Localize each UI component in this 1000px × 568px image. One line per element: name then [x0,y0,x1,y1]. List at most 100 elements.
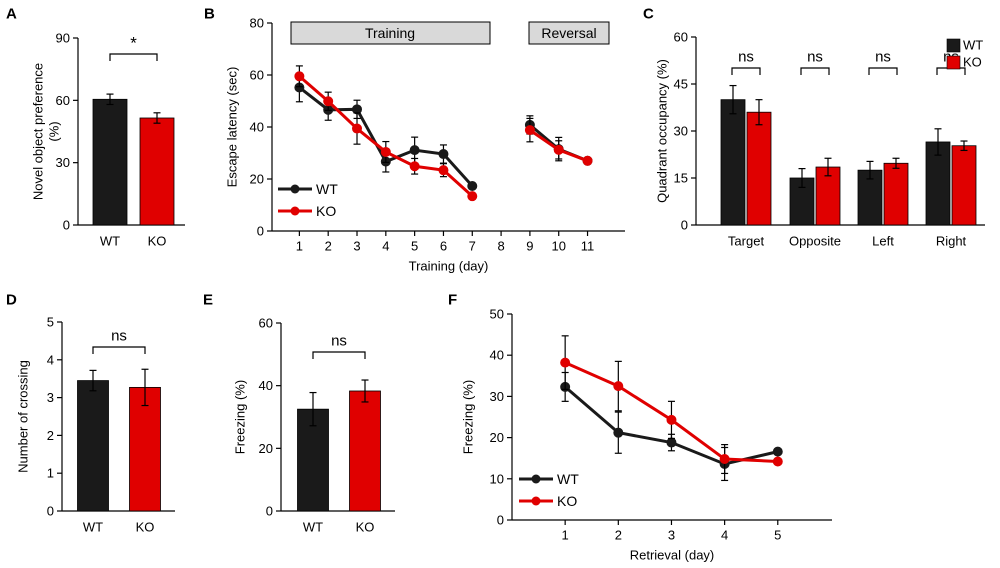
y-tick-label: 2 [47,428,54,443]
y-tick-label: 0 [63,218,70,233]
significance-bracket-left [868,67,898,75]
data-point-ko [524,125,535,136]
y-tick-label: 60 [250,68,264,83]
bar-target-ko [746,111,772,226]
y-axis-title: Freezing (%) [461,380,476,454]
y-tick-label: 45 [674,77,688,92]
x-tick-label: 4 [382,239,389,254]
data-point-ko [613,381,624,392]
data-point-ko [666,414,677,425]
panel-label-c: C [643,6,654,23]
x-tick-label: 9 [526,239,533,254]
panel-label-a: A [6,6,17,23]
x-tick-label: KO [148,234,167,249]
y-axis-title: Number of crossing [16,360,31,473]
significance-bracket [312,351,366,359]
x-tick-label: Opposite [789,234,841,249]
panel-label-f: F [448,292,457,309]
x-tick-label: Right [936,234,967,249]
y-tick-label: 0 [47,504,54,519]
legend-label-wt: WT [963,38,983,53]
x-tick-label: 5 [774,528,781,543]
data-point-ko [772,456,783,467]
bar-left-ko [883,162,909,226]
data-point-ko [553,144,564,155]
bar-ko [349,390,381,512]
x-tick-label: 3 [668,528,675,543]
significance-bracket-opposite-label: ns [807,49,823,66]
y-tick-label: 0 [257,224,264,239]
legend-label-ko: KO [557,493,577,509]
x-axis-title: Retrieval (day) [630,548,715,563]
x-tick-label: 1 [296,239,303,254]
y-tick-label: 40 [250,120,264,135]
legend-label-wt: WT [557,471,579,487]
y-tick-label: 1 [47,466,54,481]
bar-opposite-ko [815,166,841,226]
panel-label-d: D [6,292,17,309]
y-tick-label: 3 [47,390,54,405]
bar-ko [129,386,161,512]
training-box-label: Training [365,25,415,41]
y-axis-title: Escape latency (sec) [225,67,240,188]
significance-bracket-left-label: ns [875,49,891,66]
panel-label-b: B [204,6,215,23]
significance-bracket-target-label: ns [738,49,754,66]
y-tick-label: 20 [490,430,504,445]
x-tick-label: 2 [615,528,622,543]
data-point-wt [467,181,478,192]
bar-right-ko [951,145,977,226]
bar-ko [139,117,175,226]
x-tick-label: 8 [497,239,504,254]
data-point-ko [438,165,449,176]
x-tick-label: 10 [551,239,565,254]
y-axis-title: Freezing (%) [233,380,248,454]
data-point-ko [582,155,593,166]
data-point-ko [560,357,571,368]
y-tick-label: 0 [266,504,273,519]
y-tick-label: 90 [56,31,70,46]
y-tick-label: 20 [250,172,264,187]
significance-bracket-target [731,67,761,75]
y-tick-label: 60 [56,93,70,108]
training-box [290,21,491,45]
panel-label-e: E [203,292,213,309]
data-point-wt [409,145,420,156]
data-point-ko [323,96,334,107]
legend-label-wt: WT [316,181,338,197]
legend-marker-ko [290,206,300,216]
y-tick-label: 30 [674,124,688,139]
y-tick-label: 4 [47,352,54,367]
y-tick-label: 40 [259,378,273,393]
legend-label-ko: KO [316,203,336,219]
y-tick-label: 60 [259,316,273,331]
x-tick-label: WT [303,520,323,535]
y-axis-title: Quadrant occupancy (%) [655,59,670,203]
reversal-box [528,21,610,45]
x-tick-label: 7 [469,239,476,254]
legend-marker-wt [290,184,300,194]
significance-bracket-opposite [800,67,830,75]
y-tick-label: 5 [47,315,54,330]
y-tick-label: 30 [56,155,70,170]
bar-right-wt [925,141,951,226]
y-tick-label: 20 [259,441,273,456]
data-point-ko [352,123,363,134]
x-tick-label: 11 [581,239,595,254]
x-axis-title: Training (day) [409,259,489,274]
legend-swatch-ko [946,55,961,70]
x-tick-label: 3 [353,239,360,254]
bar-wt [77,380,109,512]
data-point-ko [409,161,420,172]
y-axis-title: Novel object preference [31,63,46,200]
x-tick-label: 6 [440,239,447,254]
bar-wt [92,98,128,226]
y-axis-title: (%) [47,121,62,141]
data-point-wt [772,446,783,457]
x-tick-label: 2 [325,239,332,254]
data-point-wt [438,149,449,160]
data-point-ko [380,146,391,157]
x-tick-label: WT [83,520,103,535]
significance-bracket-label: ns [111,328,127,345]
